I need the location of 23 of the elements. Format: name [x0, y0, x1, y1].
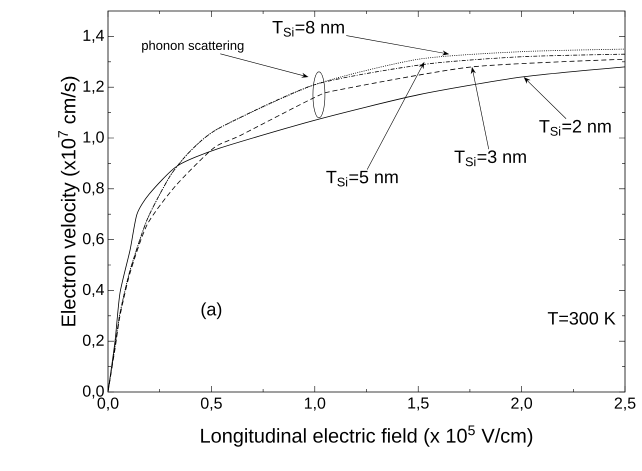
y-tick-label: 1,2 [84, 80, 104, 94]
annotation: (a) [202, 302, 222, 320]
y-tick-label: 1,0 [84, 131, 104, 145]
annotation: T=300 K [548, 312, 616, 325]
annotation: T$_{Si}$=3 nm [454, 150, 526, 166]
x-tick-label: 0,5 [200, 398, 222, 411]
annotation: T$_{Si}$=8 nm [272, 20, 344, 37]
y-tick-label: 0,0 [82, 385, 104, 399]
x-tick-label: 0,0 [98, 398, 118, 411]
x-axis-title: Longitudinal electric field (x 10$^{5}$ V/cm) [201, 425, 532, 447]
y-axis-title: Electron velocity (x10$^{7}$ cm/s) [58, 76, 80, 326]
y-tick-label: 0,6 [82, 233, 104, 246]
annotation: T$_{Si}$=5 nm [326, 170, 398, 186]
x-tick-label: 1,0 [304, 398, 326, 411]
y-tick-label: 0,2 [82, 334, 104, 348]
annotation: T$_{Si}$=2 nm [539, 120, 611, 136]
annotation: phonon scattering [142, 40, 244, 53]
x-tick-label: 2,5 [614, 398, 636, 411]
x-tick-label: 2,0 [511, 398, 532, 411]
y-tick-label: 0,4 [82, 284, 104, 297]
y-tick-label: 0,8 [82, 182, 104, 196]
x-tick-label: 1,5 [408, 398, 429, 411]
y-tick-label: 1,4 [84, 30, 104, 43]
